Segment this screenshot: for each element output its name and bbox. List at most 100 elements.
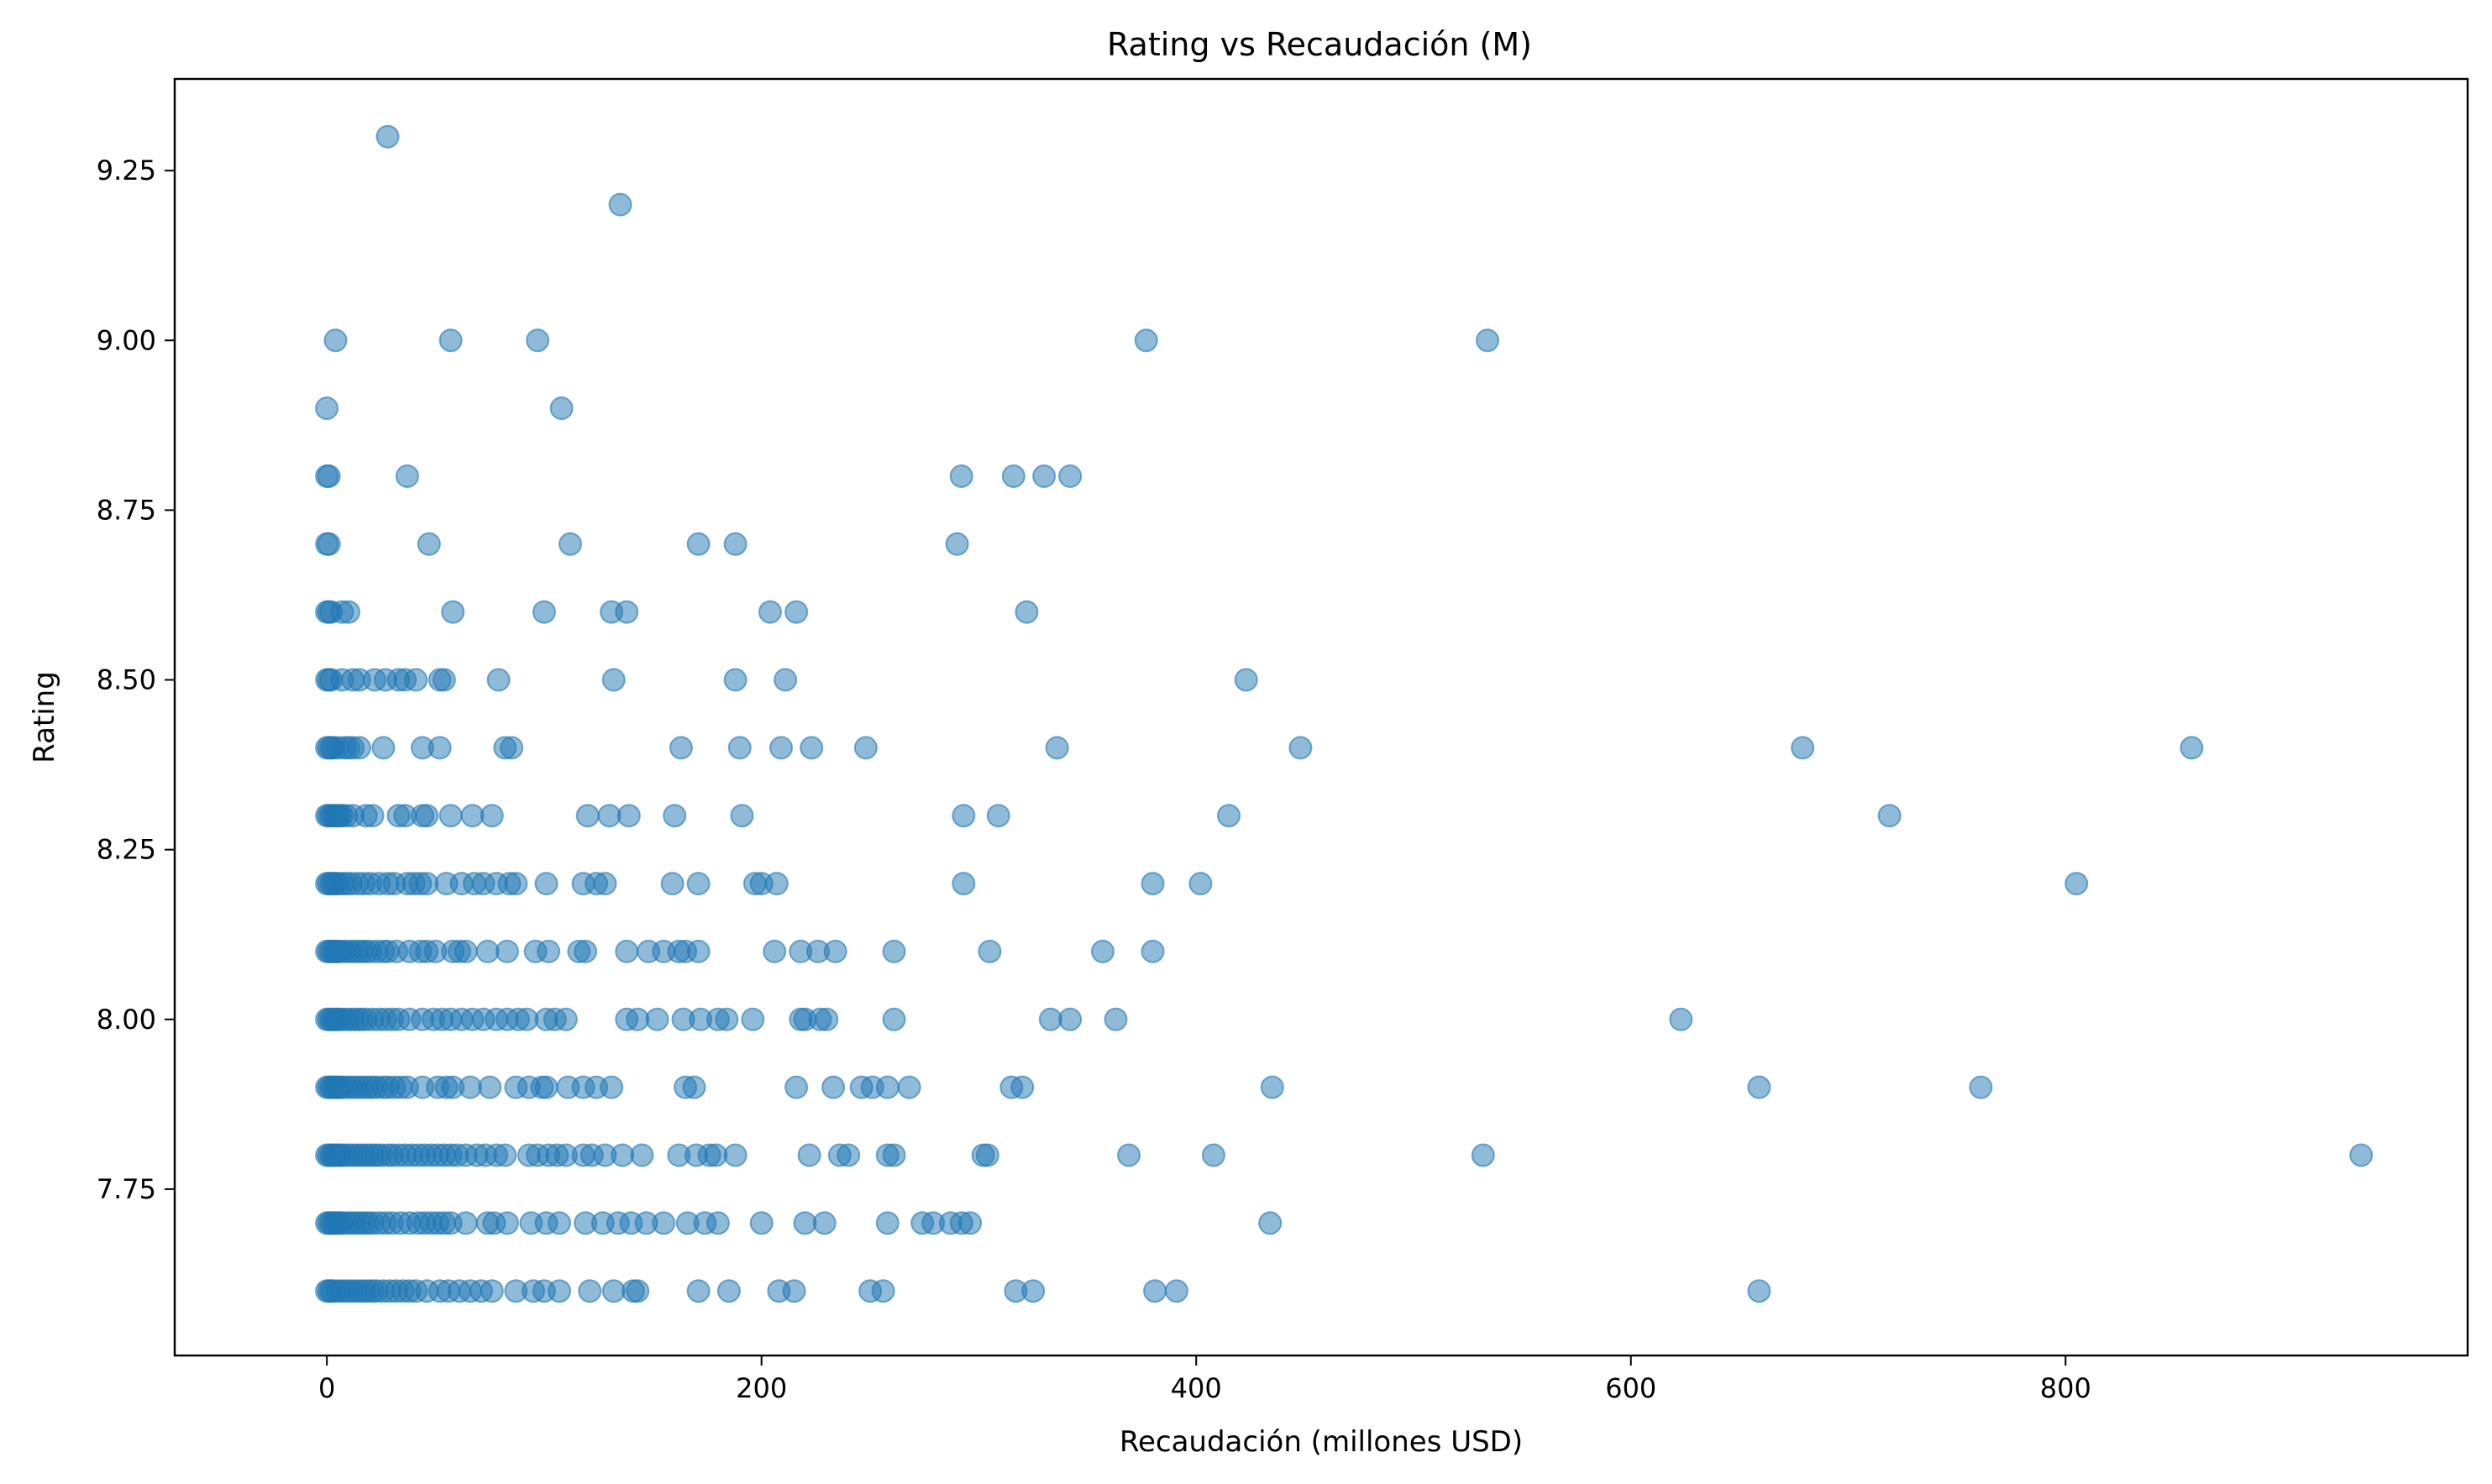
data-point <box>706 1211 730 1235</box>
data-point <box>534 872 559 896</box>
data-point <box>952 804 976 828</box>
data-point <box>515 1007 539 1031</box>
data-point <box>758 600 782 624</box>
plot-frame <box>173 77 2469 1357</box>
y-tick-label: 8.25 <box>97 834 156 866</box>
data-point <box>723 532 748 556</box>
chart-title: Rating vs Recaudación (M) <box>1107 26 1532 63</box>
x-tick-label: 800 <box>2040 1372 2091 1404</box>
data-point <box>478 1075 502 1099</box>
data-point <box>578 1279 602 1303</box>
data-point <box>559 532 582 556</box>
data-point <box>454 939 478 963</box>
data-point <box>1032 464 1057 488</box>
data-point <box>1038 1007 1062 1031</box>
data-point <box>553 1007 578 1031</box>
y-tick-label: 9.00 <box>97 324 156 356</box>
data-point <box>1143 1279 1167 1303</box>
data-point <box>986 804 1010 828</box>
data-point <box>784 1075 809 1099</box>
data-point <box>1021 1279 1046 1303</box>
data-point <box>549 396 574 421</box>
data-point <box>575 804 600 828</box>
data-point <box>574 939 598 963</box>
data-point <box>715 1007 739 1031</box>
data-point <box>432 668 456 692</box>
data-point <box>526 328 550 353</box>
data-point <box>537 939 561 963</box>
data-point <box>428 736 452 760</box>
data-point <box>441 600 465 624</box>
data-point <box>615 600 639 624</box>
data-point <box>1058 464 1083 488</box>
data-point <box>317 532 341 556</box>
data-point <box>784 600 809 624</box>
data-point <box>534 1075 559 1099</box>
data-point <box>348 736 371 760</box>
data-point <box>375 124 400 149</box>
data-point <box>958 1211 983 1235</box>
data-point <box>323 328 348 353</box>
data-point <box>616 804 641 828</box>
data-point <box>797 1143 821 1167</box>
data-point <box>945 532 969 556</box>
data-point <box>601 1279 626 1303</box>
data-point <box>315 396 339 421</box>
data-point <box>1260 1075 1284 1099</box>
data-point <box>853 736 878 760</box>
data-point <box>1258 1211 1283 1235</box>
data-point <box>1141 872 1165 896</box>
data-point <box>395 464 419 488</box>
data-point <box>1058 1007 1083 1031</box>
data-point <box>978 939 1002 963</box>
data-point <box>1015 600 1039 624</box>
data-point <box>741 1007 765 1031</box>
data-point <box>630 1143 654 1167</box>
data-point <box>1288 736 1313 760</box>
data-point <box>815 1007 839 1031</box>
x-tick-label: 400 <box>1171 1372 1222 1404</box>
data-point <box>875 1075 900 1099</box>
data-point <box>793 1211 817 1235</box>
data-point <box>763 939 787 963</box>
data-point <box>952 872 976 896</box>
data-point <box>1969 1075 1993 1099</box>
data-point <box>727 736 752 760</box>
data-point <box>438 804 463 828</box>
data-point <box>837 1143 861 1167</box>
data-point <box>417 532 441 556</box>
data-point <box>548 1279 571 1303</box>
data-point <box>475 939 500 963</box>
data-point <box>704 1143 728 1167</box>
data-point <box>975 1143 999 1167</box>
y-tick-label: 8.75 <box>97 494 156 526</box>
data-point <box>782 1279 806 1303</box>
x-tick-label: 0 <box>318 1372 335 1404</box>
data-point <box>1117 1143 1141 1167</box>
data-point <box>460 804 485 828</box>
data-point <box>812 1211 837 1235</box>
data-point <box>1791 736 1815 760</box>
data-point <box>663 804 687 828</box>
data-point <box>723 668 748 692</box>
data-point <box>1045 736 1069 760</box>
data-point <box>882 939 906 963</box>
data-point <box>486 668 511 692</box>
data-point <box>723 1143 748 1167</box>
data-point <box>660 872 685 896</box>
data-point <box>2180 736 2204 760</box>
data-point <box>593 872 617 896</box>
data-point <box>626 1279 650 1303</box>
data-point <box>769 736 793 760</box>
data-point <box>949 464 973 488</box>
data-point <box>1217 804 1241 828</box>
data-point <box>415 804 439 828</box>
data-point <box>500 736 524 760</box>
data-point <box>611 1143 635 1167</box>
data-point <box>1010 1075 1035 1099</box>
data-point <box>686 1279 711 1303</box>
data-point <box>1877 804 1902 828</box>
data-point <box>415 872 439 896</box>
data-point <box>686 939 711 963</box>
data-point <box>1001 464 1026 488</box>
